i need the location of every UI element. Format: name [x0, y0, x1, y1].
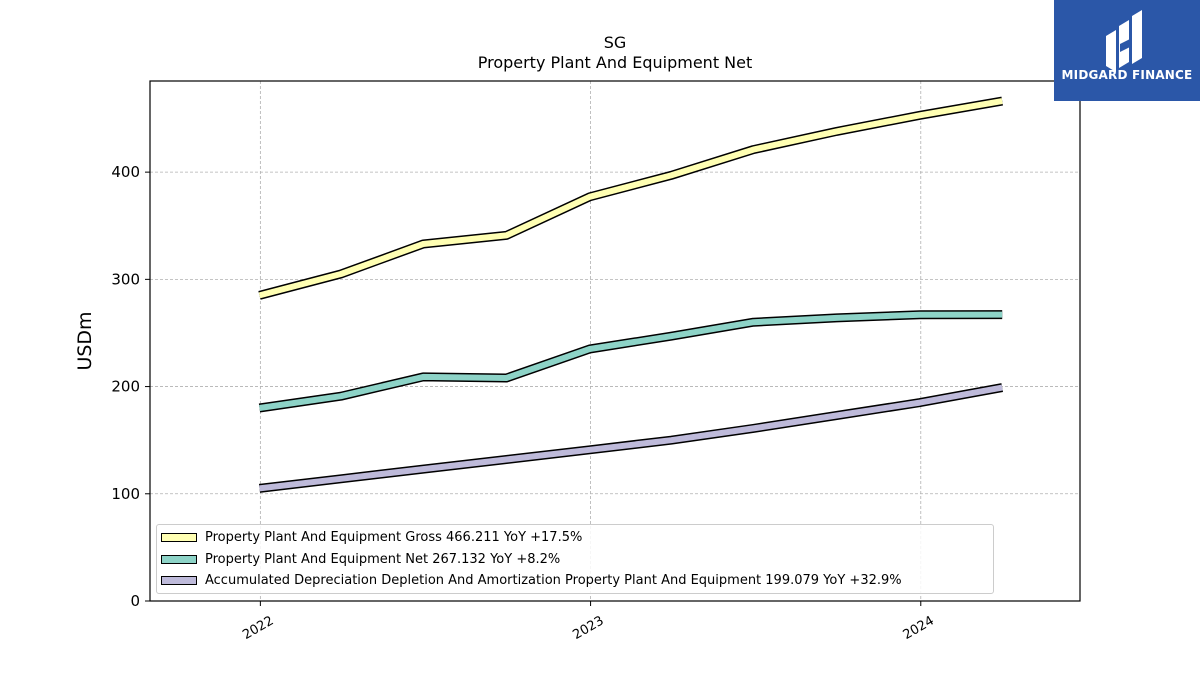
y-tick-label: 200 [111, 378, 140, 396]
legend-item-net: Property Plant And Equipment Net 267.132… [161, 549, 560, 569]
legend-item-accumulated-depreciation: Accumulated Depreciation Depletion And A… [161, 570, 902, 590]
series-line-net [259, 311, 1003, 411]
legend-label-accumulated-depreciation: Accumulated Depreciation Depletion And A… [205, 572, 902, 588]
x-tick-label: 2022 [240, 613, 276, 643]
chart-title: SG [603, 33, 627, 52]
legend-swatch-gross [161, 532, 197, 542]
series-line-net-outline [258, 310, 1003, 413]
y-axis-label: USDm [74, 311, 96, 370]
x-axis: 2022 2023 2024 [240, 601, 937, 643]
brand-name: MIDGARD FINANCE [1061, 68, 1193, 82]
legend-item-gross: Property Plant And Equipment Gross 466.2… [161, 527, 582, 547]
brand-logo: MIDGARD FINANCE [1054, 0, 1200, 101]
series-line-gross [258, 98, 1003, 299]
plot-frame [149, 80, 1081, 602]
legend-label-net: Property Plant And Equipment Net 267.132… [205, 551, 561, 567]
series-lines [258, 96, 1004, 493]
x-tick-label: 2024 [901, 613, 937, 643]
y-tick-label: 300 [111, 270, 140, 288]
y-tick-label: 0 [130, 592, 140, 610]
midgard-m-icon [1106, 10, 1142, 72]
legend-label-gross: Property Plant And Equipment Gross 466.2… [205, 529, 583, 545]
chart-subtitle: Property Plant And Equipment Net [477, 53, 753, 72]
y-tick-label: 100 [111, 485, 140, 503]
legend-swatch-accumulated-depreciation [161, 575, 197, 585]
y-axis: 0 100 200 300 400 [111, 163, 150, 610]
series-line-accumulated-depreciation [259, 384, 1003, 492]
legend: Property Plant And Equipment Gross 466.2… [156, 524, 994, 594]
legend-swatch-net [161, 554, 197, 564]
x-tick-label: 2023 [570, 613, 606, 643]
y-tick-label: 400 [111, 163, 140, 181]
